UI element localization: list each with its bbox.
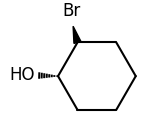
Polygon shape (73, 26, 81, 43)
Text: Br: Br (63, 2, 81, 20)
Text: HO: HO (9, 66, 35, 85)
